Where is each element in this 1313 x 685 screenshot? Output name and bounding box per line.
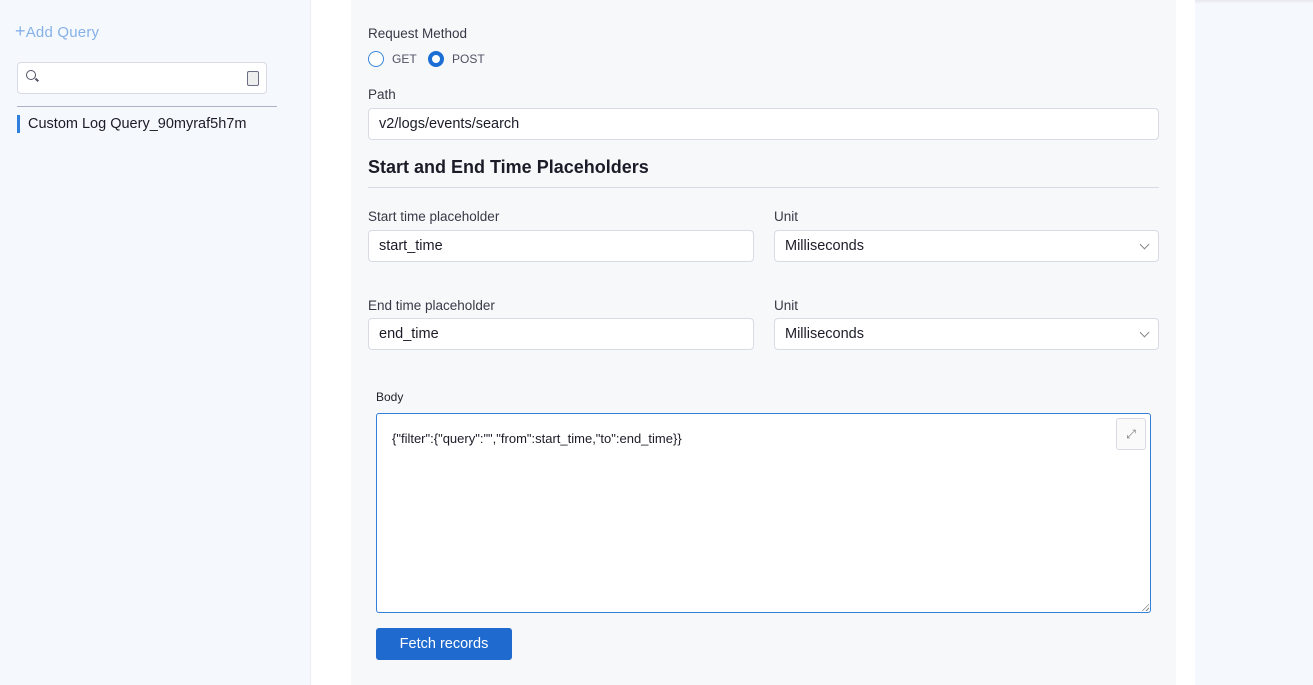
query-search-input[interactable] xyxy=(17,62,267,94)
radio-get-label: GET xyxy=(392,52,417,66)
start-time-input[interactable]: start_time xyxy=(368,230,754,262)
add-query-button[interactable]: +Add Query xyxy=(15,21,99,42)
radio-post-label: POST xyxy=(452,52,485,66)
body-textarea[interactable]: {"filter":{"query":"","from":start_time,… xyxy=(376,413,1151,613)
start-unit-select[interactable]: Milliseconds xyxy=(774,230,1159,262)
end-unit-value: Milliseconds xyxy=(785,326,864,342)
main-panel: Request Method GET POST Path v2/logs/eve… xyxy=(310,0,1195,685)
divider xyxy=(17,106,277,107)
plus-icon: + xyxy=(15,21,26,41)
start-time-label: Start time placeholder xyxy=(368,209,500,224)
section-divider xyxy=(368,187,1159,188)
end-unit-label: Unit xyxy=(774,298,799,313)
query-list-item[interactable]: Custom Log Query_90myraf5h7m xyxy=(17,115,246,133)
resize-handle[interactable] xyxy=(1141,603,1149,611)
request-method-label: Request Method xyxy=(368,26,468,41)
body-value: {"filter":{"query":"","from":start_time,… xyxy=(392,431,682,446)
chevron-down-icon xyxy=(1139,327,1150,338)
path-label: Path xyxy=(368,87,396,102)
chevron-down-icon xyxy=(1139,239,1150,250)
end-time-input[interactable]: end_time xyxy=(368,318,754,350)
query-sidebar: +Add Query Custom Log Query_90myraf5h7m xyxy=(0,0,310,685)
path-input[interactable]: v2/logs/events/search xyxy=(368,108,1159,140)
radio-checked-icon xyxy=(428,51,444,67)
section-heading: Start and End Time Placeholders xyxy=(368,157,649,177)
end-unit-select[interactable]: Milliseconds xyxy=(774,318,1159,350)
search-icon xyxy=(26,70,36,80)
add-query-label: Add Query xyxy=(25,24,100,41)
query-config-card: Request Method GET POST Path v2/logs/eve… xyxy=(351,0,1176,685)
contact-card-icon xyxy=(247,71,259,86)
start-unit-label: Unit xyxy=(774,209,799,224)
fetch-records-button[interactable]: Fetch records xyxy=(376,628,512,660)
expand-icon[interactable]: ⤢ xyxy=(1116,418,1146,450)
radio-post[interactable]: POST xyxy=(428,51,485,67)
start-unit-value: Milliseconds xyxy=(785,238,864,254)
radio-get[interactable]: GET xyxy=(368,51,417,67)
end-time-label: End time placeholder xyxy=(368,298,495,313)
body-label: Body xyxy=(376,390,404,404)
radio-unchecked-icon xyxy=(368,51,384,67)
